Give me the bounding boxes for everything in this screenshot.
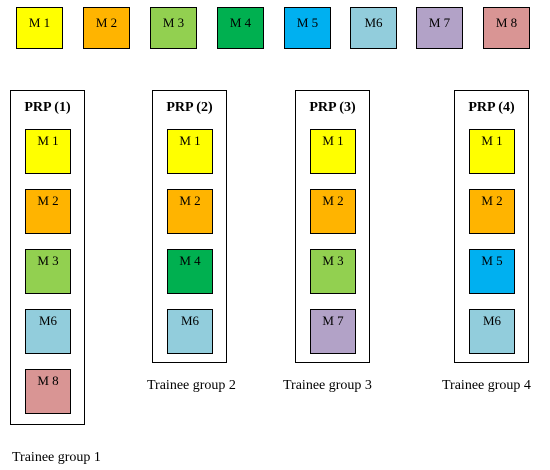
module-m3: M 3 (310, 249, 356, 294)
legend-label: M 7 (428, 15, 451, 30)
legend-label: M 3 (162, 15, 185, 30)
prp-title: PRP (1) (24, 100, 71, 115)
prp-title: PRP (3) (309, 100, 356, 115)
prp-group-4: PRP (4) M 1 M 2 M 5 M6 (454, 90, 529, 363)
prp-group-3: PRP (3) M 1 M 2 M 3 M 7 (295, 90, 370, 363)
module-m4: M 4 (167, 249, 213, 294)
module-m1: M 1 (167, 129, 213, 174)
module-label: M6 (482, 313, 502, 328)
caption-group-1: Trainee group 1 (12, 450, 101, 465)
prp-group-1: PRP (1) M 1 M 2 M 3 M6 M 8 (10, 90, 85, 425)
prp-title: PRP (2) (166, 100, 213, 115)
module-label: M 2 (481, 193, 503, 208)
legend-m8: M 8 (483, 7, 530, 49)
legend-label: M 2 (95, 15, 118, 30)
legend-label: M 5 (296, 15, 319, 30)
module-m3: M 3 (25, 249, 71, 294)
legend-m1: M 1 (16, 7, 63, 49)
module-label: M 5 (481, 253, 503, 268)
legend-m7: M 7 (416, 7, 463, 49)
module-label: M6 (180, 313, 200, 328)
module-m1: M 1 (25, 129, 71, 174)
module-label: M 2 (322, 193, 344, 208)
module-m8: M 8 (25, 369, 71, 414)
legend-m3: M 3 (150, 7, 197, 49)
module-label: M 1 (179, 133, 201, 148)
prp-title: PRP (4) (468, 100, 515, 115)
legend-label: M 8 (495, 15, 518, 30)
module-m6: M6 (167, 309, 213, 354)
prp-group-2: PRP (2) M 1 M 2 M 4 M6 (152, 90, 227, 363)
module-label: M 1 (322, 133, 344, 148)
module-m1: M 1 (310, 129, 356, 174)
legend-label: M6 (364, 15, 383, 30)
caption-group-3: Trainee group 3 (283, 378, 372, 393)
module-label: M 2 (179, 193, 201, 208)
module-label: M6 (38, 313, 58, 328)
caption-group-4: Trainee group 4 (442, 378, 531, 393)
module-m1: M 1 (469, 129, 515, 174)
legend-m2: M 2 (83, 7, 130, 49)
module-label: M 3 (37, 253, 59, 268)
module-label: M 1 (481, 133, 503, 148)
module-label: M 7 (322, 313, 344, 328)
module-label: M 8 (37, 373, 59, 388)
legend-m6: M6 (350, 7, 397, 49)
legend-m4: M 4 (217, 7, 264, 49)
module-m5: M 5 (469, 249, 515, 294)
legend-label: M 4 (229, 15, 252, 30)
module-m2: M 2 (167, 189, 213, 234)
module-m2: M 2 (25, 189, 71, 234)
module-label: M 2 (37, 193, 59, 208)
module-label: M 3 (322, 253, 344, 268)
module-m2: M 2 (310, 189, 356, 234)
module-m6: M6 (469, 309, 515, 354)
module-label: M 4 (179, 253, 201, 268)
module-label: M 1 (37, 133, 59, 148)
caption-group-2: Trainee group 2 (147, 378, 236, 393)
module-m2: M 2 (469, 189, 515, 234)
module-m6: M6 (25, 309, 71, 354)
legend-m5: M 5 (284, 7, 331, 49)
module-m7: M 7 (310, 309, 356, 354)
legend-label: M 1 (28, 15, 51, 30)
